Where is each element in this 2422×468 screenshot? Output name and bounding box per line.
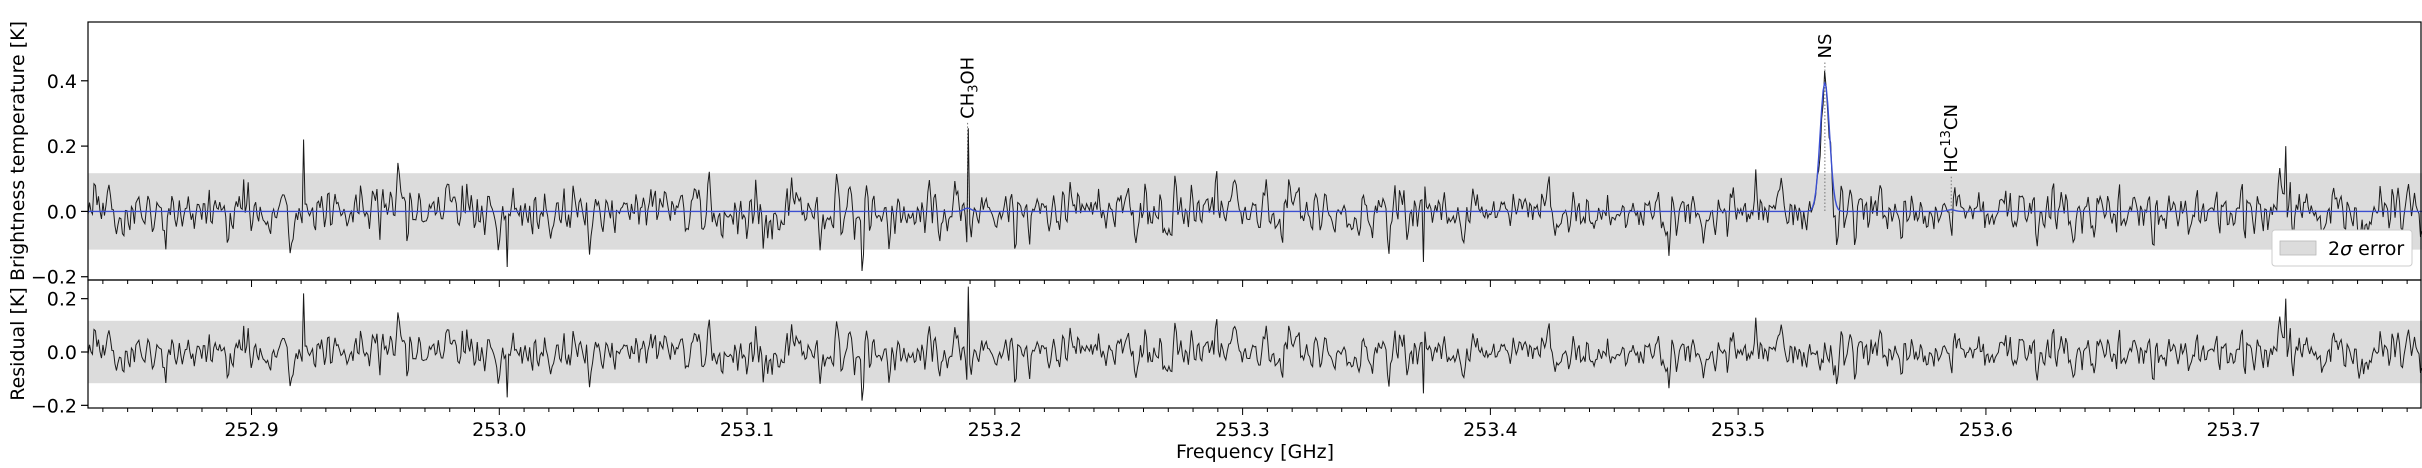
x-tick-label: 253.2 (968, 419, 1022, 441)
line-label-tail: OH (958, 57, 979, 85)
y-tick-label: 0.2 (47, 289, 77, 311)
residual-line (87, 286, 2422, 401)
line-label-superscript: 13 (1939, 130, 1954, 147)
x-axis-label: Frequency [GHz] (1176, 441, 1334, 463)
line-label-subscript: 3 (967, 84, 982, 92)
residual-y-ticks: −0.2 0.0 0.2 (31, 289, 88, 417)
x-tick-label: 252.9 (224, 419, 278, 441)
y-tick-label: 0.0 (47, 201, 77, 223)
x-tick-label: 253.4 (1463, 419, 1517, 441)
spectrum-panel: CH3OH NS HC13CN −0.2 0.0 0.2 0.4 Brightness t… (7, 21, 2422, 289)
legend-label-symbol: σ (2340, 238, 2353, 260)
legend-box (2271, 229, 2413, 267)
line-label-name: HC (1941, 147, 1962, 173)
residual-y-axis-label: Residual [K] (7, 287, 29, 401)
line-label-name: CH (958, 93, 979, 119)
legend-label-suffix: error (2352, 238, 2404, 260)
y-tick-label: 0.4 (47, 71, 77, 93)
spectrum-y-ticks: −0.2 0.0 0.2 0.4 (31, 71, 88, 289)
line-label-group: CH3OH NS HC13CN (958, 34, 1963, 173)
residual-error-band (88, 320, 2422, 384)
x-tick-label: 253.5 (1711, 419, 1765, 441)
x-tick-label: 253.0 (472, 419, 526, 441)
x-tick-label: 253.6 (1959, 419, 2013, 441)
line-label-tail: CN (1941, 104, 1962, 130)
y-tick-label: 0.0 (47, 342, 77, 364)
residual-panel: −0.2 0.0 0.2 252.9 253.0 253.1 253.2 253.3 253.… (7, 279, 2422, 463)
spectrum-x-ticks (102, 280, 2408, 287)
model-spectrum-line (88, 82, 2422, 213)
y-tick-label: −0.2 (31, 395, 77, 417)
line-label-2: HC13CN (1939, 104, 1962, 173)
line-label-0: CH3OH (958, 57, 982, 119)
y-tick-label: −0.2 (31, 267, 77, 289)
x-tick-label: 253.1 (720, 419, 774, 441)
line-marker-group (967, 62, 1952, 214)
legend-label-error: 2σ error (2328, 238, 2404, 260)
y-tick-label: 0.2 (47, 136, 77, 158)
legend-label-prefix: 2 (2328, 238, 2340, 260)
spectrum-y-axis-label: Brightness temperature [K] (7, 21, 29, 281)
line-label-1: NS (1815, 34, 1836, 59)
residual-x-ticks: 252.9 253.0 253.1 253.2 253.3 253.4 253.5 253.6… (102, 408, 2408, 441)
x-tick-label: 253.3 (1215, 419, 1269, 441)
x-tick-label: 253.7 (2206, 419, 2260, 441)
legend-swatch-error-band (2279, 240, 2317, 256)
residual-axes-frame (87, 279, 2422, 409)
legend: 2σ error (2271, 229, 2413, 267)
line-label-name: NS (1815, 34, 1836, 59)
observed-spectrum-line (87, 70, 2422, 272)
